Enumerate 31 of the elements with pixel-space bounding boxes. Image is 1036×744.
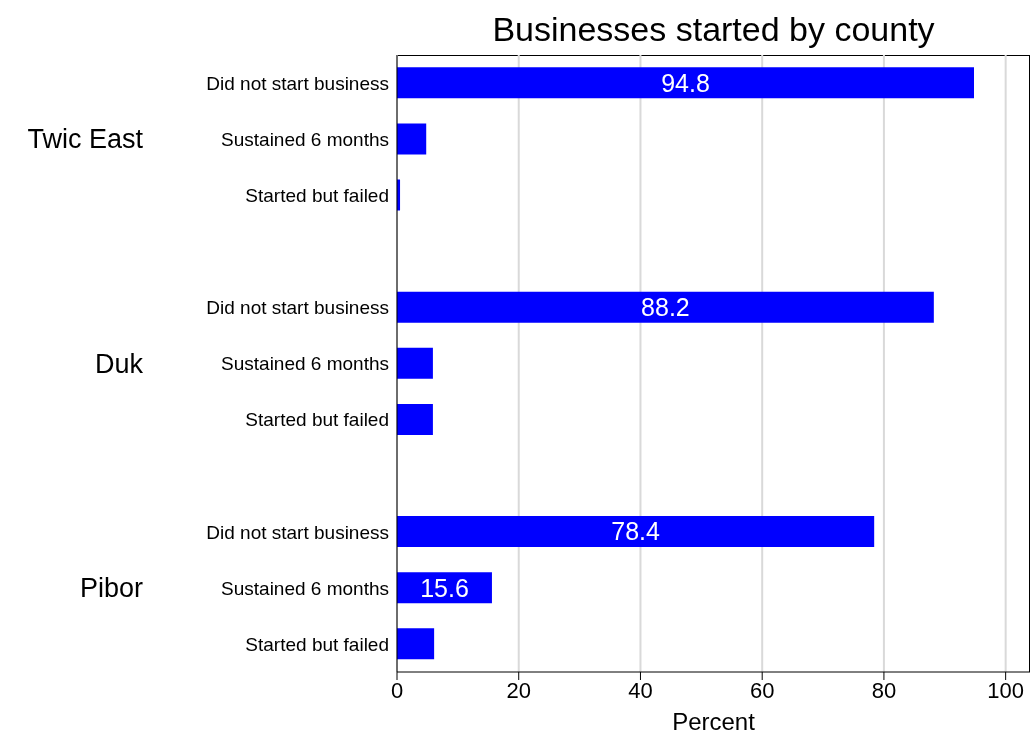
- bar: [397, 291, 934, 323]
- y-tick-label: Started but failed: [245, 184, 389, 206]
- text: Duk: [94, 347, 143, 381]
- data-label: 88.2: [641, 293, 690, 322]
- bar: [397, 516, 875, 548]
- bar: [397, 67, 974, 99]
- x-axis-title: Percent: [672, 708, 756, 735]
- y-tick-label: Started but failed: [245, 409, 389, 431]
- y-tick-label: Sustained 6 months: [221, 353, 389, 375]
- bar: [397, 123, 427, 155]
- x-tick-label: 100: [987, 677, 1025, 703]
- y-tick-label: Did not start business: [206, 521, 389, 543]
- x-tick-label: 0: [390, 677, 404, 703]
- bar: [397, 403, 433, 435]
- text: Twic East: [26, 123, 143, 157]
- data-label: 15.6: [420, 573, 469, 602]
- x-tick-label: 40: [628, 677, 653, 703]
- bar: [397, 347, 433, 379]
- data-label: 78.4: [611, 517, 661, 546]
- text: Pibor: [78, 571, 143, 605]
- y-tick-label: Started but failed: [245, 633, 389, 655]
- y-tick-label: Did not start business: [206, 297, 389, 319]
- y-tick-label: Sustained 6 months: [221, 128, 389, 150]
- bar: [397, 628, 435, 660]
- x-tick-label: 20: [506, 677, 531, 703]
- x-tick-label: 80: [871, 677, 897, 703]
- data-label: 94.8: [661, 68, 710, 97]
- x-tick-label: 60: [749, 677, 775, 703]
- y-tick-label: Did not start business: [206, 72, 389, 94]
- chart-title: Businesses started by county: [491, 10, 936, 49]
- y-tick-label: Sustained 6 months: [221, 577, 389, 599]
